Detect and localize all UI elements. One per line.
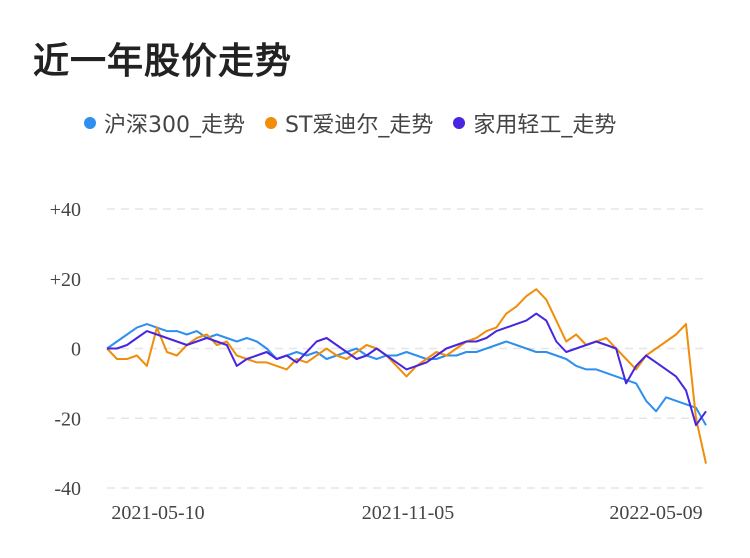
legend-label-aidier: ST爱迪尔_走势 <box>285 113 434 138</box>
series-line-0 <box>106 323 707 426</box>
y-tick-label: +40 <box>50 199 81 221</box>
legend-item-aidier[interactable]: ST爱迪尔_走势 <box>265 107 433 139</box>
legend-item-hs300[interactable]: 沪深300_走势 <box>84 107 245 139</box>
chart-title: 近一年股价走势 <box>33 41 293 82</box>
y-tick-label: 0 <box>71 339 81 361</box>
x-tick-label: 2021-11-05 <box>362 502 455 524</box>
y-tick-label: -40 <box>54 478 81 500</box>
series-line-2 <box>107 312 707 427</box>
y-tick-label: +20 <box>50 269 81 291</box>
legend-dot-household <box>453 117 466 129</box>
chart-legend: 沪深300_走势 ST爱迪尔_走势 家用轻工_走势 <box>84 108 636 138</box>
legend-dot-hs300 <box>84 117 96 129</box>
chart-series <box>106 288 707 464</box>
x-axis-ticks: 2021-05-10 2021-11-05 2022-05-09 <box>111 502 702 524</box>
series-line-1 <box>106 288 707 464</box>
x-tick-label: 2021-05-10 <box>111 502 204 524</box>
y-axis-ticks: +40 +20 0 -20 -40 <box>50 199 81 500</box>
x-tick-label: 2022-05-09 <box>609 502 702 524</box>
legend-dot-aidier <box>265 117 277 129</box>
legend-item-household[interactable]: 家用轻工_走势 <box>453 107 616 139</box>
chart-gridlines <box>107 208 706 489</box>
legend-label-hs300: 沪深300_走势 <box>104 113 245 138</box>
legend-label-household: 家用轻工_走势 <box>473 113 617 138</box>
y-tick-label: -20 <box>54 408 81 430</box>
